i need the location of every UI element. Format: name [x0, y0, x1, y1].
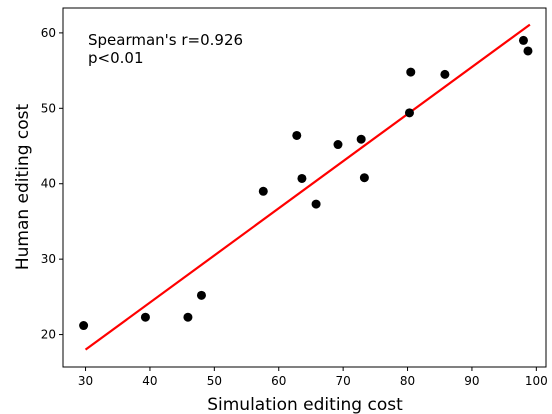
- data-point: [311, 199, 321, 209]
- x-tick-label: 50: [207, 374, 222, 388]
- data-point: [297, 173, 307, 183]
- data-point: [523, 46, 533, 56]
- fit-line: [84, 23, 531, 351]
- x-tick-label: 90: [464, 374, 479, 388]
- data-point: [404, 108, 414, 118]
- plot-area: [79, 23, 533, 351]
- y-axis-title: Human editing cost: [13, 104, 33, 271]
- data-point: [406, 67, 416, 77]
- annotation-spearman: Spearman's r=0.926: [88, 31, 243, 49]
- data-point: [359, 173, 369, 183]
- x-tick-label: 30: [78, 374, 93, 388]
- x-axis: 30 40 50 60 70 80 90 100: [78, 367, 548, 388]
- data-point: [440, 69, 450, 79]
- data-point: [518, 35, 528, 45]
- x-tick-label: 40: [142, 374, 157, 388]
- data-point: [333, 140, 343, 150]
- axes-frame: [62, 7, 547, 368]
- data-point: [140, 312, 150, 322]
- data-point: [183, 312, 193, 322]
- data-point: [196, 290, 206, 300]
- data-point: [292, 130, 302, 140]
- y-tick-label: 50: [41, 101, 56, 115]
- x-tick-label: 70: [335, 374, 350, 388]
- data-point: [258, 186, 268, 196]
- data-point: [356, 134, 366, 144]
- y-tick-label: 30: [41, 252, 56, 266]
- y-tick-label: 20: [41, 328, 56, 342]
- data-point: [79, 321, 89, 331]
- x-tick-label: 80: [400, 374, 415, 388]
- y-axis: 20 30 40 50 60: [41, 26, 63, 342]
- x-tick-label: 100: [525, 374, 548, 388]
- annotation-pvalue: p<0.01: [88, 49, 144, 67]
- y-tick-label: 60: [41, 26, 56, 40]
- x-tick-label: 60: [271, 374, 286, 388]
- x-axis-title: Simulation editing cost: [207, 395, 403, 414]
- y-tick-label: 40: [41, 177, 56, 191]
